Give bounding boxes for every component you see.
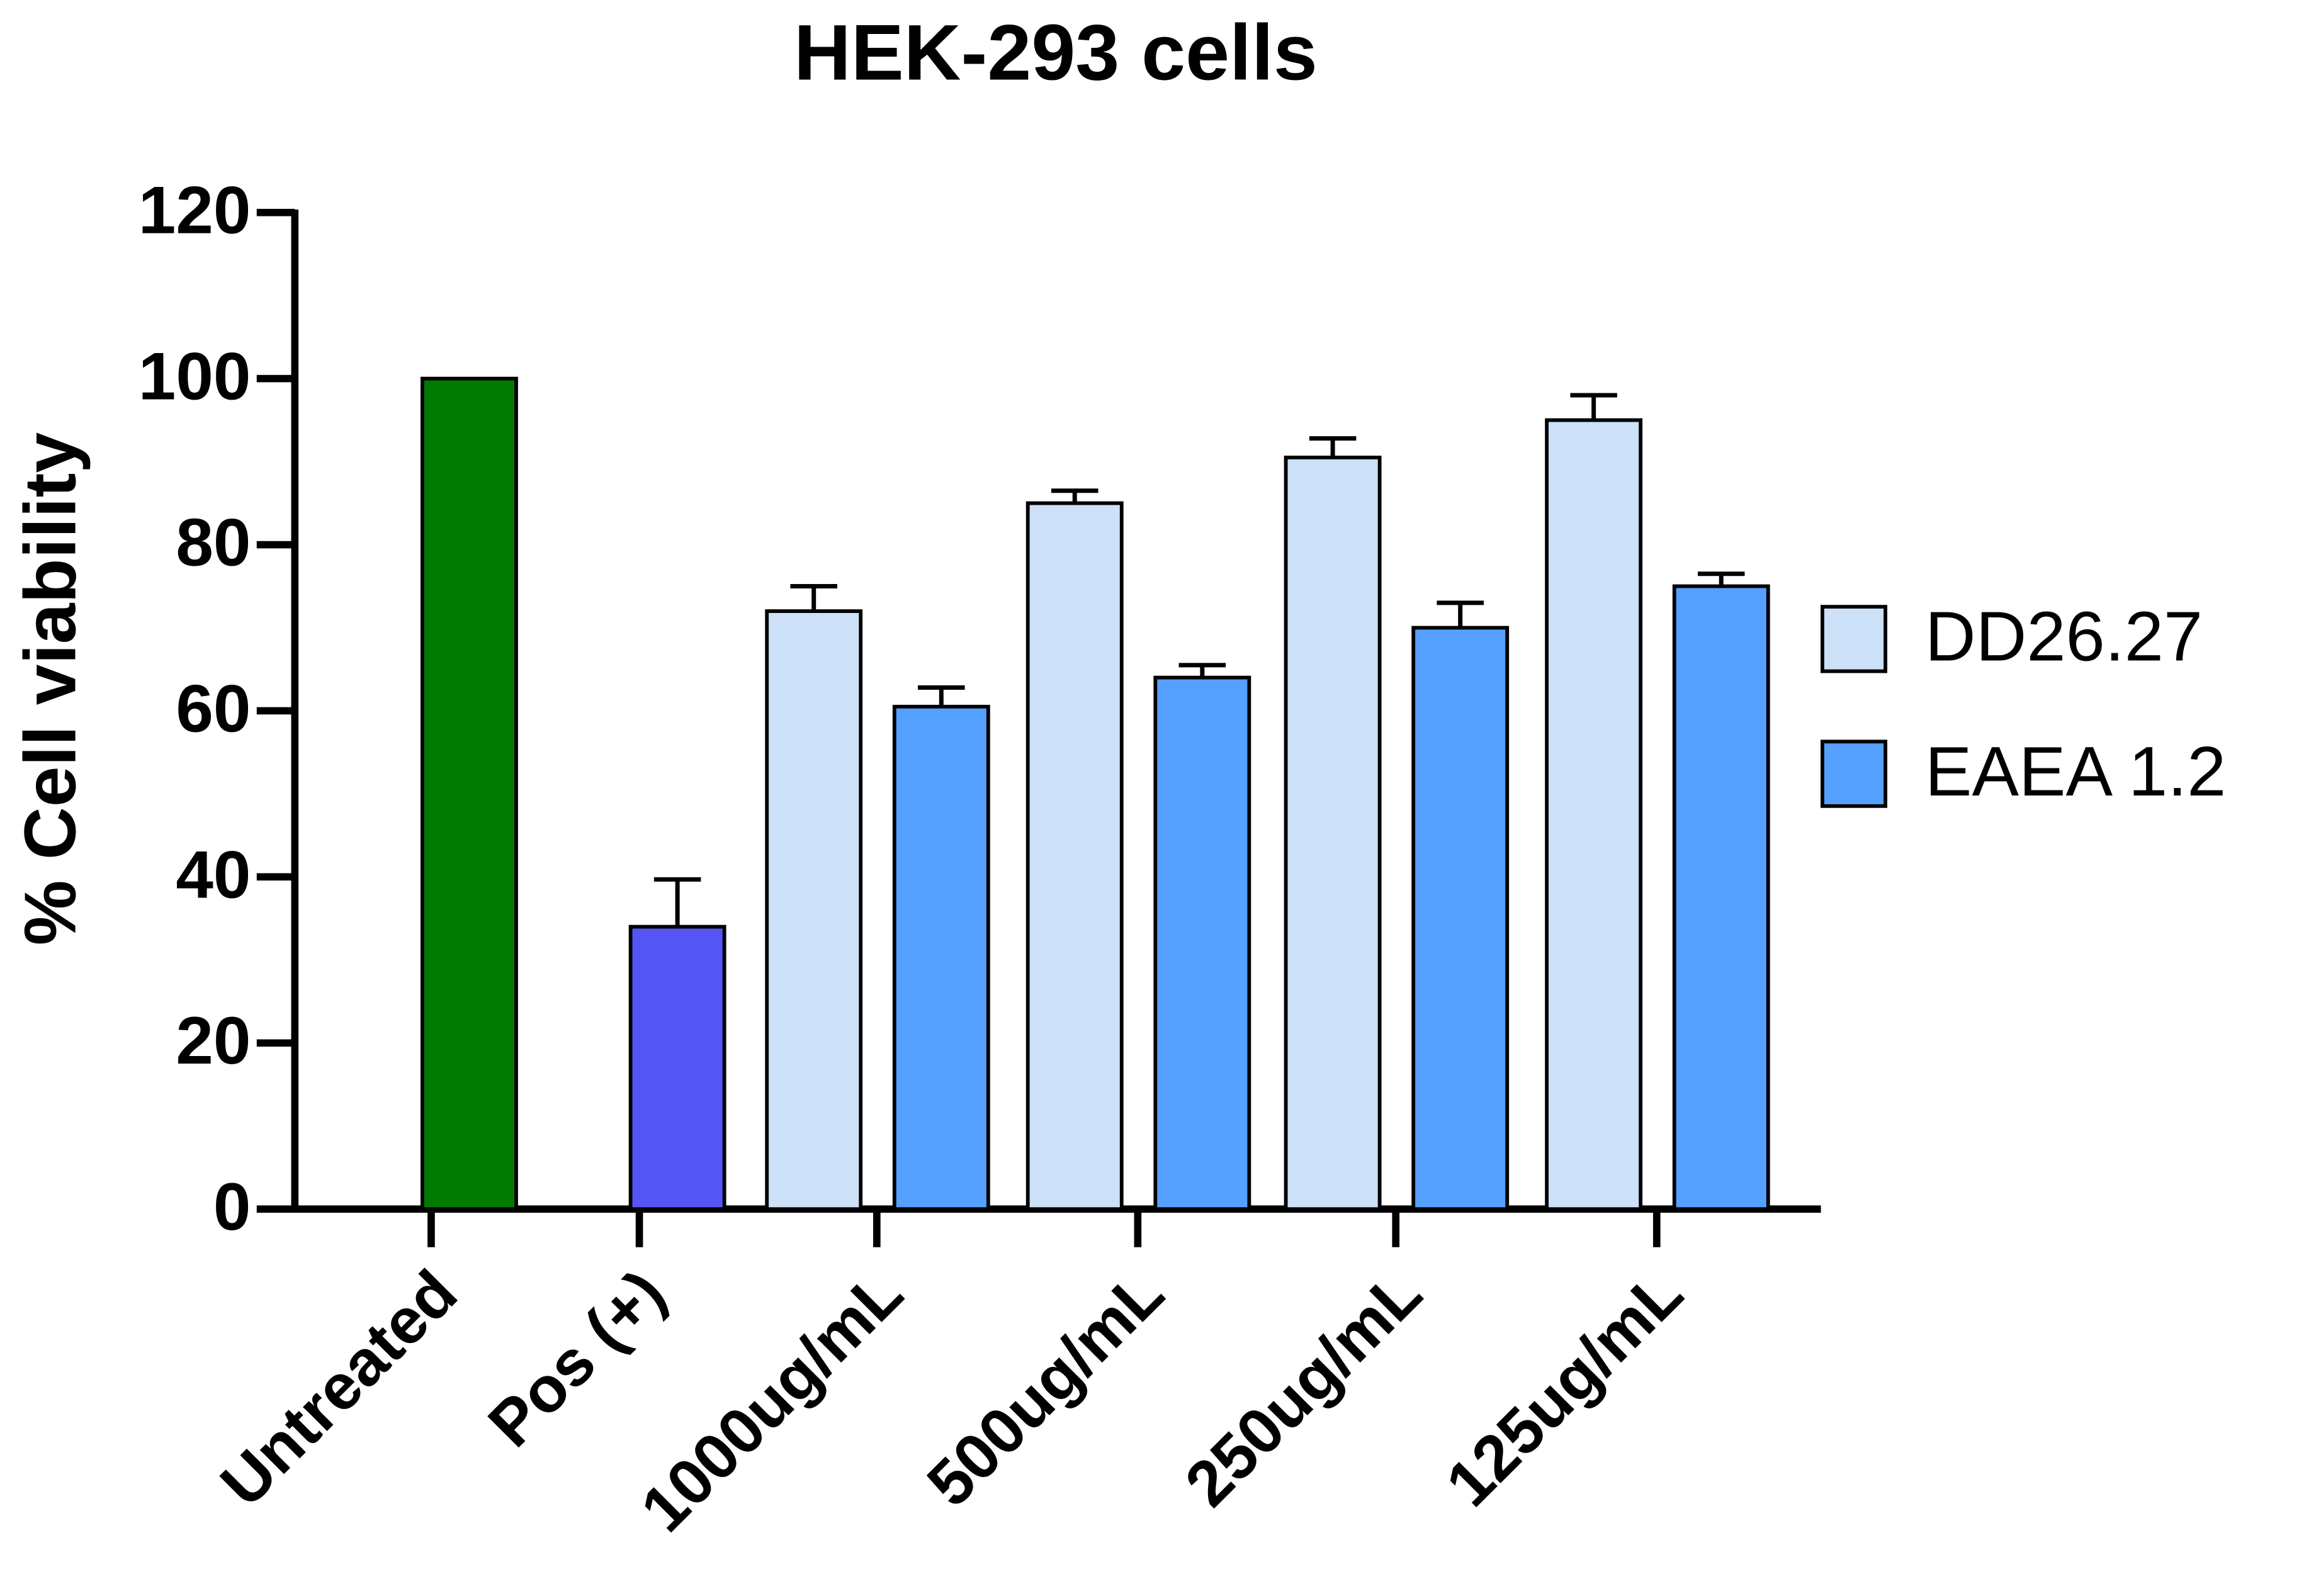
- bar: [1411, 626, 1510, 1211]
- y-axis-label: % Cell viability: [9, 432, 91, 945]
- error-bar: [1697, 571, 1745, 587]
- x-tick-label: 250ug/mL: [1171, 1256, 1435, 1520]
- legend-label: EAEA 1.2: [1925, 732, 2226, 811]
- bar: [1545, 418, 1643, 1211]
- bar: [1672, 584, 1770, 1211]
- bar: [628, 924, 726, 1211]
- error-bar: [918, 685, 965, 707]
- error-bar: [1178, 663, 1226, 678]
- bar: [1284, 456, 1382, 1211]
- y-tick-label: 40: [176, 836, 251, 912]
- bar: [421, 376, 518, 1211]
- error-bar: [1570, 393, 1617, 420]
- x-tick-label: 500ug/mL: [913, 1256, 1177, 1520]
- legend-label: DD26.27: [1925, 597, 2203, 676]
- bar: [1025, 501, 1124, 1211]
- error-bar: [790, 584, 837, 612]
- error-bar: [1437, 600, 1484, 628]
- bar: [1153, 675, 1251, 1211]
- chart-title: HEK-293 cells: [794, 8, 1318, 96]
- y-tick-label: 120: [138, 172, 251, 248]
- bar: [892, 704, 990, 1211]
- legend-swatch: [1820, 605, 1887, 673]
- legend-swatch: [1820, 739, 1887, 808]
- error-bar: [1309, 436, 1357, 458]
- x-tick-label: Pos (+): [474, 1256, 679, 1461]
- y-tick-label: 100: [138, 339, 251, 414]
- error-bar: [653, 877, 701, 927]
- error-bar: [1051, 488, 1099, 503]
- x-tick-label: 125ug/mL: [1432, 1256, 1696, 1520]
- y-tick-label: 20: [176, 1003, 251, 1078]
- bar: [765, 609, 863, 1211]
- y-tick-label: 0: [213, 1169, 251, 1244]
- x-tick-label: Untreated: [206, 1256, 470, 1520]
- y-tick-label: 60: [176, 670, 251, 746]
- y-tick-label: 80: [176, 504, 251, 580]
